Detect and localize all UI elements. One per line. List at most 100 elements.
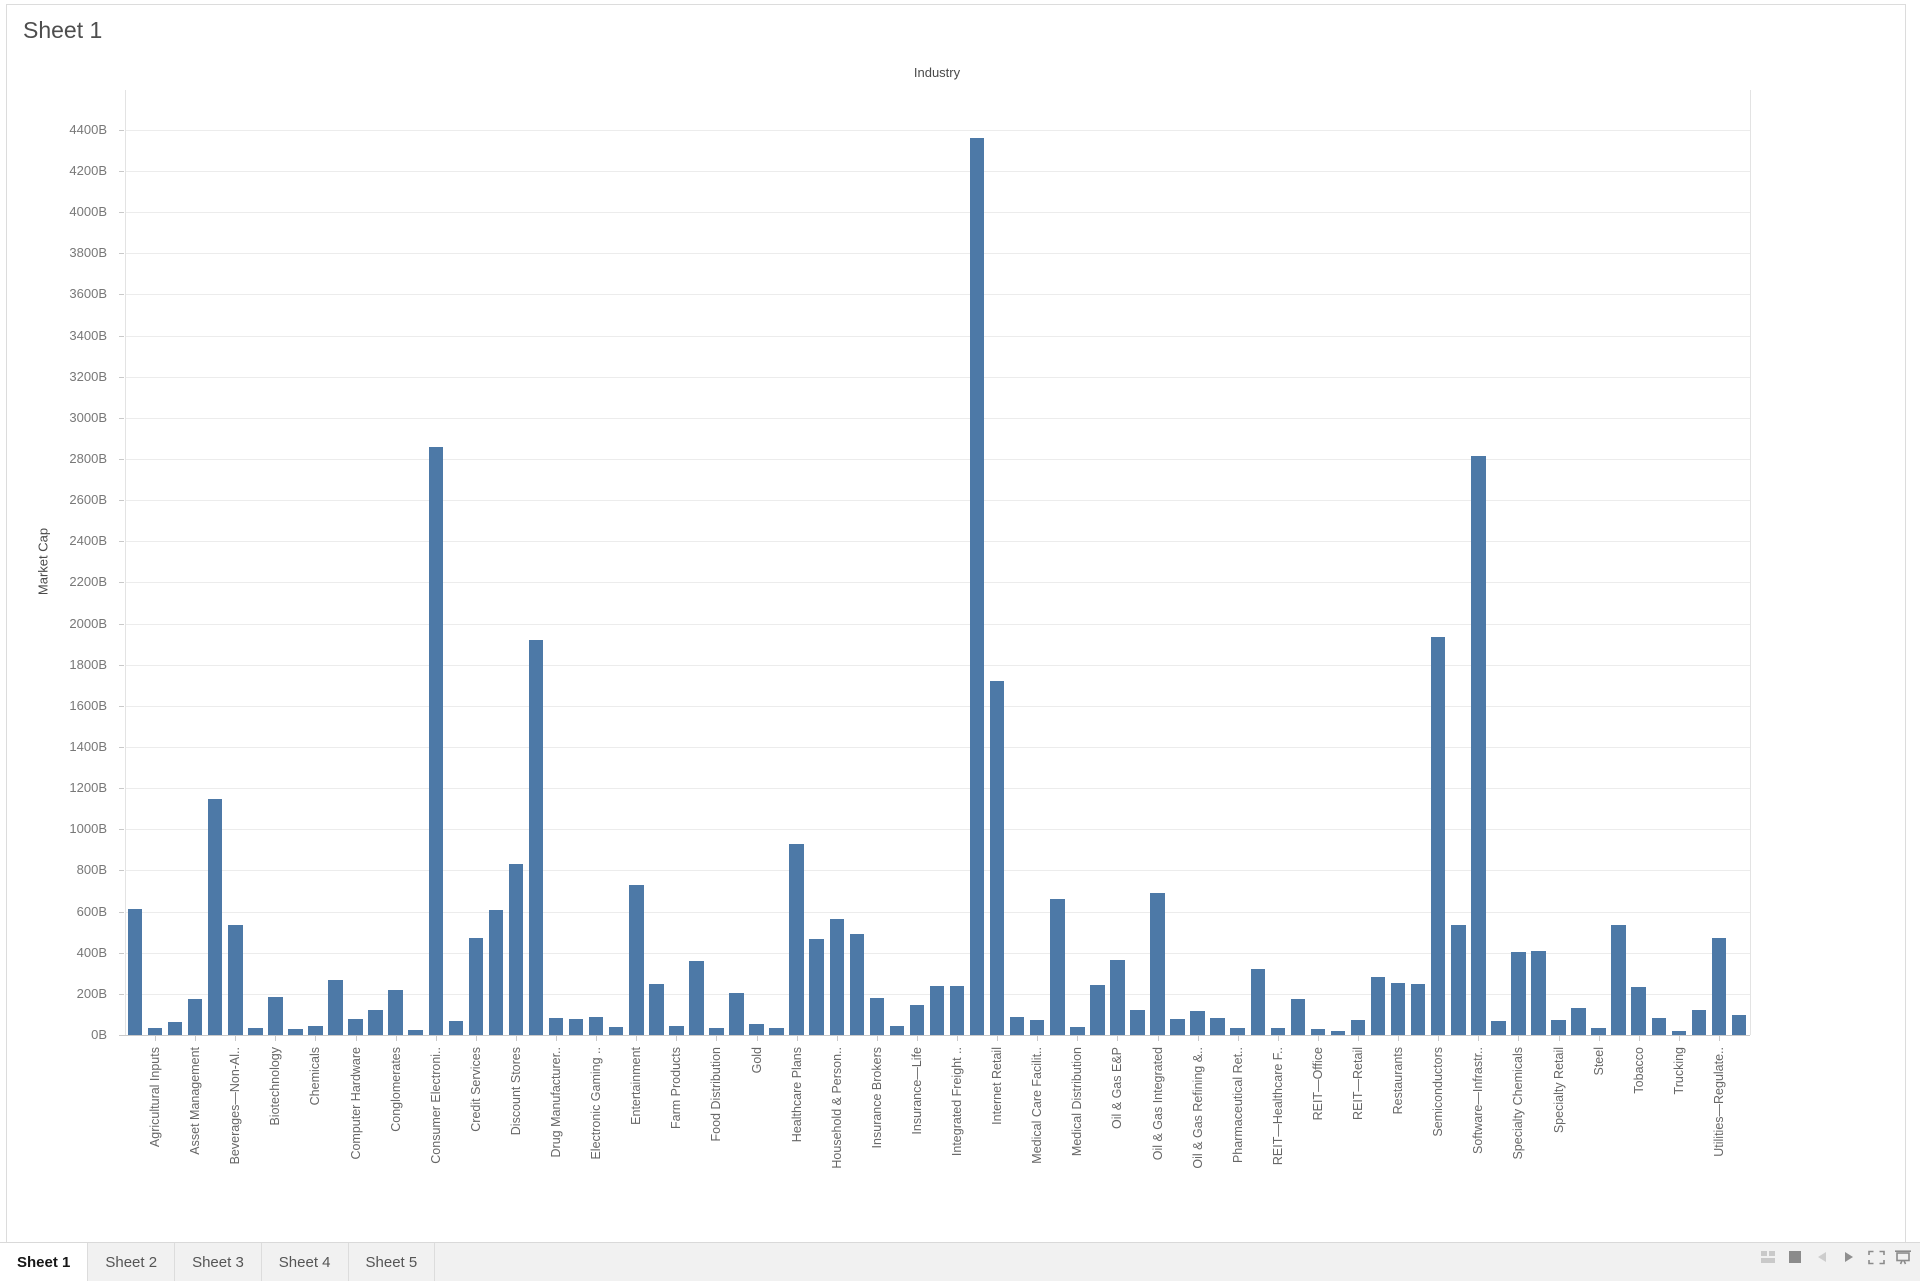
bar[interactable] <box>1370 977 1386 1035</box>
bar[interactable] <box>1029 1020 1045 1035</box>
x-tick-mark <box>1398 1036 1400 1041</box>
bar[interactable] <box>288 1029 303 1035</box>
bar[interactable] <box>789 844 804 1035</box>
show-current-sheet-icon[interactable] <box>1786 1248 1804 1266</box>
tab-sheet-3[interactable]: Sheet 3 <box>175 1243 262 1281</box>
bar[interactable] <box>1410 984 1426 1035</box>
bar[interactable] <box>1350 1020 1366 1035</box>
toggle-fullscreen-icon[interactable] <box>1867 1248 1885 1266</box>
show-sheet-sorter-icon[interactable] <box>1759 1248 1777 1266</box>
bar[interactable] <box>348 1019 363 1035</box>
bar[interactable] <box>1491 1021 1506 1035</box>
bar[interactable] <box>1531 951 1546 1035</box>
x-category-label: Oil & Gas E&P <box>1110 1047 1125 1129</box>
bar[interactable] <box>849 934 865 1035</box>
bar[interactable] <box>1591 1028 1606 1035</box>
bar[interactable] <box>1210 1018 1225 1035</box>
bar[interactable] <box>1671 1031 1687 1035</box>
tab-sheet-5[interactable]: Sheet 5 <box>349 1243 436 1281</box>
bar[interactable] <box>228 925 243 1035</box>
bar[interactable] <box>1731 1015 1747 1035</box>
bar[interactable] <box>1511 952 1526 1035</box>
bar[interactable] <box>127 909 143 1035</box>
bar[interactable] <box>689 961 704 1035</box>
bar[interactable] <box>1270 1028 1286 1035</box>
bar[interactable] <box>1390 983 1406 1035</box>
tab-sheet-4[interactable]: Sheet 4 <box>262 1243 349 1281</box>
bar[interactable] <box>1090 985 1105 1035</box>
bar[interactable] <box>1430 637 1446 1035</box>
bar[interactable] <box>809 939 824 1035</box>
bar[interactable] <box>248 1028 263 1035</box>
bar[interactable] <box>1130 1010 1145 1035</box>
bar[interactable] <box>428 447 443 1035</box>
bar[interactable] <box>1611 925 1626 1035</box>
y-tick-label: 2200B <box>69 574 107 590</box>
gridline <box>126 335 1750 337</box>
next-sheet-icon[interactable] <box>1840 1248 1858 1266</box>
bar[interactable] <box>749 1024 764 1035</box>
bar[interactable] <box>1330 1031 1346 1035</box>
tab-sheet-2[interactable]: Sheet 2 <box>88 1243 176 1281</box>
previous-sheet-icon[interactable] <box>1813 1248 1831 1266</box>
bar[interactable] <box>408 1030 423 1035</box>
bar[interactable] <box>187 999 203 1035</box>
bar[interactable] <box>1190 1011 1205 1035</box>
bar[interactable] <box>568 1019 584 1035</box>
bar[interactable] <box>207 799 223 1035</box>
bar[interactable] <box>1110 960 1125 1035</box>
bar[interactable] <box>909 1005 925 1035</box>
bar[interactable] <box>1571 1008 1586 1035</box>
bar[interactable] <box>1551 1020 1566 1035</box>
bar[interactable] <box>608 1027 624 1035</box>
bar[interactable] <box>328 980 343 1035</box>
bar[interactable] <box>368 1010 383 1035</box>
bar[interactable] <box>1050 899 1065 1035</box>
bar[interactable] <box>1711 938 1727 1035</box>
bar[interactable] <box>588 1017 604 1035</box>
y-tick-mark <box>119 747 124 749</box>
bar[interactable] <box>167 1022 183 1035</box>
bar[interactable] <box>629 885 644 1035</box>
bar[interactable] <box>769 1028 784 1035</box>
bar[interactable] <box>1170 1019 1185 1035</box>
bar[interactable] <box>729 993 744 1035</box>
bar[interactable] <box>1631 987 1646 1035</box>
bar[interactable] <box>929 986 945 1035</box>
bar[interactable] <box>1310 1029 1326 1035</box>
bar[interactable] <box>528 640 544 1035</box>
bar[interactable] <box>1250 969 1266 1035</box>
bar[interactable] <box>989 681 1005 1035</box>
bar[interactable] <box>1651 1018 1667 1035</box>
bar[interactable] <box>709 1028 724 1035</box>
bar[interactable] <box>488 910 504 1035</box>
bar[interactable] <box>649 984 664 1035</box>
bar[interactable] <box>268 997 283 1035</box>
bar[interactable] <box>147 1028 163 1035</box>
gridline <box>126 459 1750 461</box>
bar[interactable] <box>388 990 403 1035</box>
bar[interactable] <box>548 1018 564 1035</box>
bar[interactable] <box>1009 1017 1025 1035</box>
bar[interactable] <box>969 138 985 1035</box>
gridline <box>126 417 1750 419</box>
bar[interactable] <box>1691 1010 1707 1035</box>
bar[interactable] <box>468 938 484 1035</box>
bar[interactable] <box>1290 999 1306 1035</box>
bar[interactable] <box>1150 893 1165 1035</box>
bar[interactable] <box>949 986 965 1035</box>
bar[interactable] <box>448 1021 464 1035</box>
bar[interactable] <box>869 998 885 1035</box>
bar[interactable] <box>508 864 524 1035</box>
bar[interactable] <box>1471 456 1486 1035</box>
x-tick-mark <box>315 1036 317 1041</box>
bar[interactable] <box>669 1026 684 1035</box>
presentation-mode-icon[interactable] <box>1894 1248 1912 1266</box>
bar[interactable] <box>1230 1028 1245 1035</box>
bar[interactable] <box>1451 925 1466 1035</box>
bar[interactable] <box>308 1026 323 1035</box>
bar[interactable] <box>829 919 844 1035</box>
bar[interactable] <box>889 1026 905 1035</box>
tab-sheet-1[interactable]: Sheet 1 <box>0 1243 89 1281</box>
bar[interactable] <box>1070 1027 1085 1035</box>
